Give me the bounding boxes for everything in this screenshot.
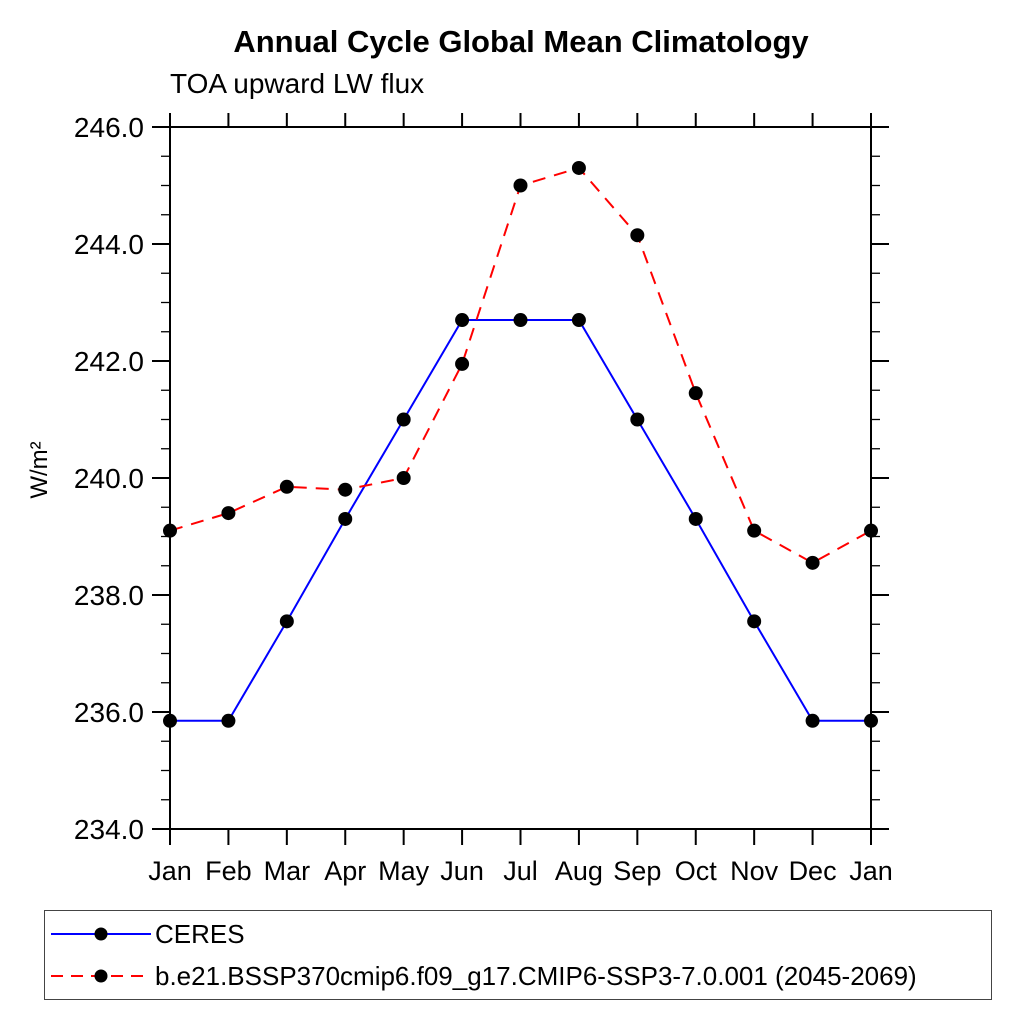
y-tick-label: 238.0	[74, 580, 144, 611]
y-tick-label: 234.0	[74, 814, 144, 845]
data-point-marker	[221, 713, 236, 728]
data-point-marker	[688, 386, 703, 401]
data-point-marker	[455, 356, 470, 371]
legend-marker-icon	[94, 969, 108, 983]
y-tick-label: 242.0	[74, 346, 144, 377]
data-point-marker	[279, 479, 294, 494]
data-point-marker	[513, 178, 528, 193]
x-tick-label: Jul	[503, 856, 538, 886]
chart-title: Annual Cycle Global Mean Climatology	[233, 24, 809, 59]
series-line-ceres	[170, 319, 871, 722]
data-point-marker	[688, 511, 703, 526]
x-tick-label: Aug	[555, 856, 603, 886]
x-tick-label: Apr	[324, 856, 366, 886]
legend-box: CERES b.e21.BSSP370cmip6.f09_g17.CMIP6-SS…	[44, 910, 992, 1000]
legend-line-sample	[51, 969, 151, 983]
data-point-marker	[163, 713, 177, 728]
y-tick-label: 240.0	[74, 463, 144, 494]
data-point-marker	[747, 523, 762, 538]
x-tick-label: Jun	[440, 856, 484, 886]
legend-label: CERES	[155, 918, 245, 949]
x-tick-label: Jan	[849, 856, 893, 886]
x-tick-label: Jan	[148, 856, 192, 886]
legend-label: b.e21.BSSP370cmip6.f09_g17.CMIP6-SSP3-7.…	[155, 960, 917, 991]
data-point-marker	[279, 614, 294, 629]
data-point-marker	[513, 313, 528, 328]
legend-line-sample	[51, 927, 151, 941]
x-tick-label: Sep	[613, 856, 661, 886]
x-tick-label: Mar	[264, 856, 311, 886]
legend-item: CERES	[45, 913, 991, 955]
plot-frame	[169, 126, 872, 830]
data-point-marker	[571, 160, 586, 175]
data-point-marker	[571, 313, 586, 328]
data-point-marker	[221, 506, 236, 521]
y-tick-label: 236.0	[74, 697, 144, 728]
x-tick-label: Oct	[675, 856, 718, 886]
data-point-marker	[864, 523, 878, 538]
y-tick-label: 244.0	[74, 229, 144, 260]
data-point-marker	[338, 482, 353, 497]
data-point-marker	[630, 228, 645, 243]
x-tick-label: Dec	[789, 856, 837, 886]
data-point-marker	[747, 614, 762, 629]
y-tick-label: 246.0	[74, 112, 144, 143]
data-point-marker	[163, 523, 177, 538]
data-point-marker	[864, 713, 878, 728]
x-tick-label: Feb	[205, 856, 252, 886]
data-point-marker	[805, 713, 820, 728]
data-point-marker	[805, 555, 820, 570]
data-point-marker	[338, 511, 353, 526]
legend-item: b.e21.BSSP370cmip6.f09_g17.CMIP6-SSP3-7.…	[45, 955, 991, 997]
data-point-marker	[455, 313, 470, 328]
series-line-model	[169, 166, 872, 564]
legend-marker-icon	[94, 927, 108, 941]
data-point-marker	[630, 412, 645, 427]
chart-subtitle: TOA upward LW flux	[170, 68, 425, 99]
x-tick-label: May	[378, 856, 430, 886]
data-point-marker	[396, 412, 411, 427]
data-point-marker	[396, 471, 411, 485]
x-tick-label: Nov	[730, 856, 779, 886]
